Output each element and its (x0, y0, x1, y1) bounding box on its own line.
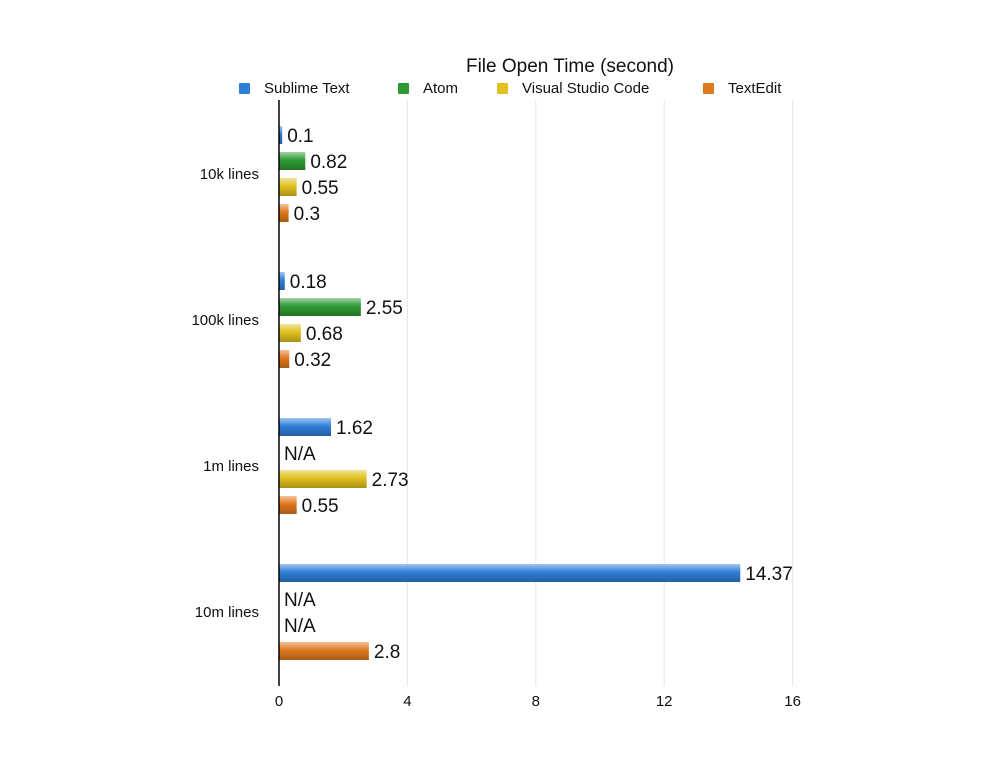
value-label-3-0: 14.37 (745, 564, 793, 585)
grid-lines (406, 100, 794, 686)
value-label-3-1: N/A (284, 590, 316, 611)
bars (279, 126, 741, 660)
bar-2-3 (279, 496, 297, 514)
value-label-1-1: 2.55 (366, 298, 403, 319)
x-tick-label-16: 16 (784, 693, 801, 710)
category-labels: 10k lines 100k lines 1m lines 10m lines (191, 166, 259, 621)
value-label-0-3: 0.3 (294, 204, 320, 225)
category-label-1: 100k lines (191, 312, 259, 329)
bar-2-0 (279, 418, 332, 436)
legend-item-atom: Atom (398, 80, 458, 97)
category-label-3: 10m lines (195, 604, 259, 621)
legend-swatch-sublime-text (239, 83, 250, 94)
value-label-1-0: 0.18 (290, 272, 327, 293)
legend-item-sublime-text: Sublime Text (239, 80, 350, 97)
chart-title: File Open Time (second) (465, 56, 675, 77)
legend-swatch-visual-studio-code (497, 83, 508, 94)
bar-1-0 (279, 272, 285, 290)
bar-0-1 (279, 152, 306, 170)
legend-item-visual-studio-code: Visual Studio Code (497, 80, 649, 97)
value-label-2-3: 0.55 (302, 496, 339, 517)
bar-0-0 (279, 126, 283, 144)
value-label-2-0: 1.62 (336, 418, 373, 439)
bar-1-3 (279, 350, 290, 368)
x-tick-labels: 0 4 8 12 16 (275, 693, 801, 710)
category-label-0: 10k lines (200, 166, 259, 183)
bar-1-2 (279, 324, 301, 342)
legend-label-visual-studio-code: Visual Studio Code (522, 80, 650, 97)
value-label-0-1: 0.82 (310, 152, 347, 173)
legend-swatch-textedit (703, 83, 714, 94)
bar-1-1 (279, 298, 361, 316)
value-label-2-2: 2.73 (372, 470, 409, 491)
legend-label-atom: Atom (423, 80, 459, 97)
value-label-3-3: 2.8 (374, 642, 400, 663)
bar-0-2 (279, 178, 297, 196)
category-label-2: 1m lines (203, 458, 259, 475)
value-label-0-2: 0.55 (302, 178, 339, 199)
value-label-2-1: N/A (284, 444, 316, 465)
value-label-1-3: 0.32 (294, 350, 331, 371)
x-tick-label-12: 12 (656, 693, 673, 710)
x-tick-label-8: 8 (532, 693, 540, 710)
value-label-1-2: 0.68 (306, 324, 343, 345)
bar-3-3 (279, 642, 369, 660)
value-labels: 0.1 0.82 0.55 0.3 0.18 2.55 0.68 0.32 1.62 N/A 2.7… (284, 126, 793, 663)
bar-2-2 (279, 470, 367, 488)
x-tick-label-4: 4 (403, 693, 411, 710)
legend-swatch-atom (398, 83, 409, 94)
x-tick-label-0: 0 (275, 693, 283, 710)
legend-item-textedit: TextEdit (703, 80, 781, 97)
bar-0-3 (279, 204, 289, 222)
value-label-0-0: 0.1 (287, 126, 313, 147)
legend-label-sublime-text: Sublime Text (264, 80, 350, 97)
bar-3-0 (279, 564, 741, 582)
legend-label-textedit: TextEdit (728, 80, 782, 97)
value-label-3-2: N/A (284, 616, 316, 637)
legend: Sublime Text Atom Visual Studio Code Tex… (0, 80, 1000, 102)
